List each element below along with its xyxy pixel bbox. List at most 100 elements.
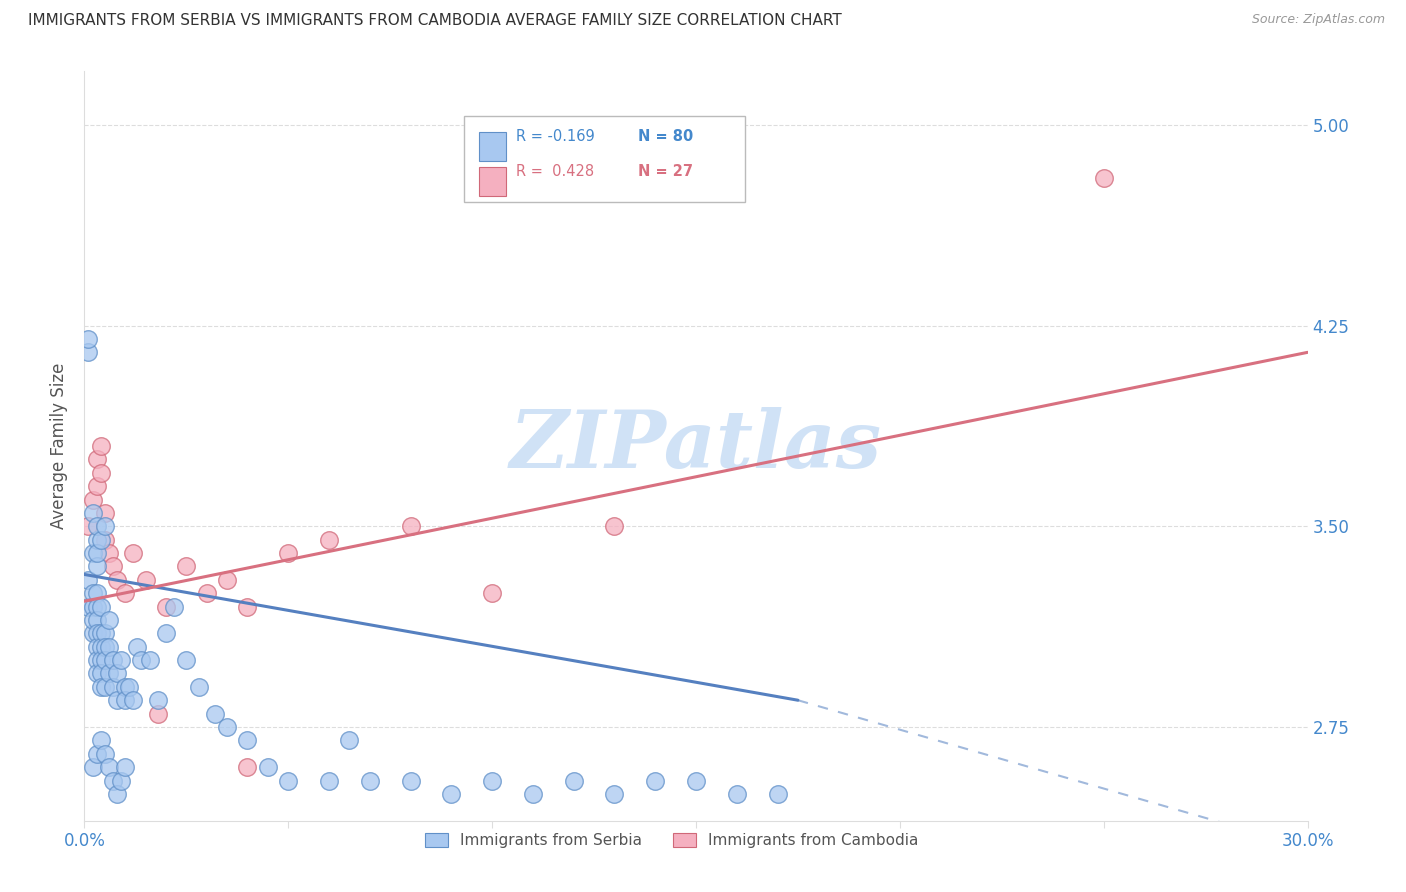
Point xyxy=(97,613,120,627)
Point xyxy=(86,747,108,761)
Point xyxy=(440,787,463,801)
Point xyxy=(93,626,115,640)
Point xyxy=(101,680,124,694)
Point xyxy=(217,573,239,587)
Point xyxy=(97,640,120,654)
Point xyxy=(93,653,115,667)
Point xyxy=(101,773,124,788)
Point xyxy=(277,546,299,560)
Point xyxy=(318,773,340,788)
Point xyxy=(195,586,218,600)
Point xyxy=(110,773,132,788)
Point xyxy=(146,706,169,721)
Point xyxy=(97,760,120,774)
Text: ZIPatlas: ZIPatlas xyxy=(510,408,882,484)
Point xyxy=(163,599,186,614)
Point xyxy=(204,706,226,721)
Point xyxy=(86,599,108,614)
Point xyxy=(1092,171,1115,186)
Text: Source: ZipAtlas.com: Source: ZipAtlas.com xyxy=(1251,13,1385,27)
Point xyxy=(93,533,115,547)
Point xyxy=(522,787,544,801)
Point xyxy=(77,573,100,587)
Point xyxy=(257,760,280,774)
Point xyxy=(90,680,112,694)
Legend: Immigrants from Serbia, Immigrants from Cambodia: Immigrants from Serbia, Immigrants from … xyxy=(419,827,924,855)
Point xyxy=(90,640,112,654)
Point xyxy=(93,519,115,533)
Point xyxy=(86,519,108,533)
Text: N = 27: N = 27 xyxy=(638,164,693,179)
Point xyxy=(105,787,128,801)
Point xyxy=(82,613,104,627)
Point xyxy=(105,573,128,587)
Point xyxy=(399,519,422,533)
FancyBboxPatch shape xyxy=(479,132,506,161)
Point xyxy=(105,693,128,707)
Point xyxy=(122,546,145,560)
Point xyxy=(90,626,112,640)
Point xyxy=(118,680,141,694)
Point xyxy=(155,599,177,614)
Point xyxy=(82,760,104,774)
Point xyxy=(101,559,124,574)
Point xyxy=(174,653,197,667)
Point xyxy=(217,720,239,734)
Point xyxy=(77,345,100,359)
Point xyxy=(114,693,136,707)
Point xyxy=(131,653,153,667)
Point xyxy=(97,666,120,681)
Point xyxy=(90,599,112,614)
Text: N = 80: N = 80 xyxy=(638,129,693,144)
Point xyxy=(146,693,169,707)
Point xyxy=(359,773,381,788)
Point xyxy=(93,680,115,694)
Point xyxy=(90,466,112,480)
Point xyxy=(86,653,108,667)
Point xyxy=(114,760,136,774)
Point xyxy=(93,506,115,520)
Point xyxy=(86,613,108,627)
Point xyxy=(138,653,160,667)
Point xyxy=(725,787,748,801)
Point xyxy=(339,733,361,747)
Point xyxy=(114,680,136,694)
Point xyxy=(86,626,108,640)
Point xyxy=(82,586,104,600)
Text: R = -0.169: R = -0.169 xyxy=(516,129,595,144)
Point xyxy=(93,747,115,761)
Point xyxy=(110,653,132,667)
Point xyxy=(114,586,136,600)
FancyBboxPatch shape xyxy=(479,168,506,195)
Point xyxy=(77,519,100,533)
Point xyxy=(82,492,104,507)
Text: R =  0.428: R = 0.428 xyxy=(516,164,595,179)
Point xyxy=(174,559,197,574)
Point xyxy=(766,787,789,801)
Point xyxy=(90,533,112,547)
Point xyxy=(318,533,340,547)
Point xyxy=(97,546,120,560)
Point xyxy=(187,680,209,694)
Point xyxy=(82,546,104,560)
Point xyxy=(603,519,626,533)
Point xyxy=(93,640,115,654)
Point xyxy=(77,332,100,346)
Point xyxy=(90,439,112,453)
Point xyxy=(101,653,124,667)
Point xyxy=(135,573,157,587)
Point xyxy=(481,586,503,600)
Point xyxy=(90,666,112,681)
Point xyxy=(86,533,108,547)
Point xyxy=(86,640,108,654)
Point xyxy=(105,666,128,681)
Point xyxy=(86,546,108,560)
Y-axis label: Average Family Size: Average Family Size xyxy=(51,363,69,529)
Point xyxy=(562,773,585,788)
Point xyxy=(122,693,145,707)
Point xyxy=(236,733,259,747)
Point xyxy=(603,787,626,801)
Point xyxy=(90,653,112,667)
Point xyxy=(86,479,108,493)
Point xyxy=(86,559,108,574)
